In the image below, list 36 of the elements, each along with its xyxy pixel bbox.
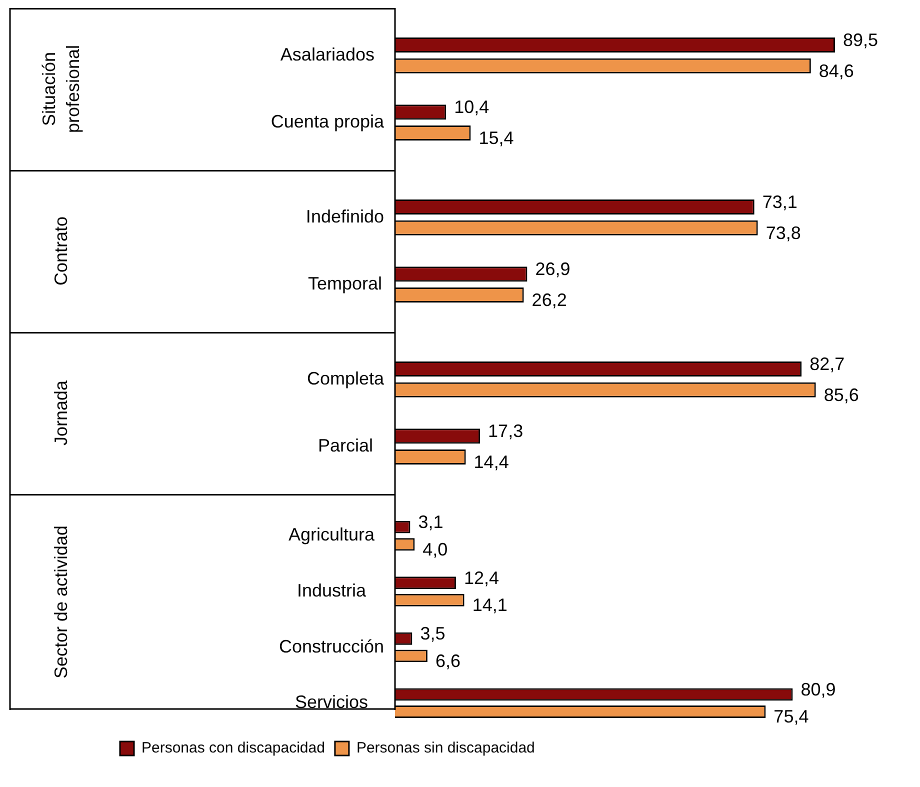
data-label: 26,9 (535, 259, 570, 280)
y-axis-title: Sector de actividad (50, 525, 71, 679)
data-label: 10,4 (454, 97, 490, 118)
y-tick-label: Servicios (294, 692, 368, 712)
data-label: 73,1 (762, 192, 798, 212)
data-label: 12,4 (464, 568, 500, 588)
y-tick-label: Temporal (308, 274, 382, 294)
data-label: 4,0 (422, 539, 448, 560)
data-label: 14,1 (472, 595, 508, 616)
data-label: 15,4 (478, 128, 514, 148)
data-label: 75,4 (774, 706, 809, 727)
legend-label: Personas sin discapacidad (356, 740, 535, 757)
data-label: 14,4 (474, 452, 509, 472)
data-label: 17,3 (488, 421, 524, 442)
y-tick-label: Asalariados (280, 44, 374, 64)
y-axis-title: Contrato (50, 216, 71, 286)
data-label: 80,9 (800, 679, 836, 700)
data-label: 3,1 (418, 512, 444, 532)
y-tick-label: Completa (306, 368, 385, 388)
data-label: 73,8 (766, 222, 801, 243)
y-tick-label: Cuenta propia (270, 112, 385, 132)
data-label: 89,5 (843, 30, 878, 50)
data-label: 82,7 (810, 354, 845, 374)
y-axis-title: Situación profesional (38, 44, 83, 134)
y-axis-title: Jornada (50, 379, 71, 446)
data-label: 85,6 (824, 384, 859, 405)
y-tick-label: Industria (296, 580, 367, 600)
data-label: 6,6 (435, 650, 460, 671)
y-tick-label: Agricultura (288, 524, 376, 545)
y-tick-label: Parcial (318, 436, 373, 456)
data-label: 84,6 (818, 60, 854, 81)
data-label: 26,2 (532, 290, 567, 310)
y-tick-label: Indefinido (306, 206, 384, 226)
y-tick-label: Construcción (278, 636, 384, 656)
data-label: 3,5 (420, 624, 446, 644)
legend-label: Personas con discapacidad (142, 740, 325, 757)
